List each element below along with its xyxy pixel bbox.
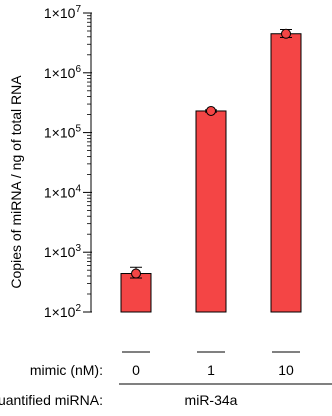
y-tick-label: 1×102 xyxy=(44,303,82,320)
labels-layer: Copies of miRNA / ng of total RNA mimic … xyxy=(0,75,332,408)
data-point xyxy=(131,268,141,279)
category-label: 1 xyxy=(207,362,215,378)
y-tick-label: 1×104 xyxy=(44,183,82,200)
quantified-row-label: Quantified miRNA: xyxy=(0,392,103,408)
bars-layer: 0 1 10 xyxy=(120,28,302,378)
data-point xyxy=(206,105,216,116)
bar xyxy=(270,33,302,313)
mimic-row-label: mimic (nM): xyxy=(30,362,103,378)
data-point xyxy=(281,28,291,39)
y-axis-label: Copies of miRNA / ng of total RNA xyxy=(8,75,24,289)
bar xyxy=(120,273,152,313)
y-axis: 1×102 1×103 1×104 1×105 1×106 1×107 xyxy=(44,4,92,320)
y-tick-label: 1×103 xyxy=(44,243,82,260)
y-tick-label: 1×107 xyxy=(44,4,82,21)
group-label: miR-34a xyxy=(185,392,238,408)
bar xyxy=(195,110,227,313)
y-tick-label: 1×106 xyxy=(44,64,82,81)
category-label: 10 xyxy=(278,362,294,378)
y-tick-label: 1×105 xyxy=(44,124,82,141)
category-label: 0 xyxy=(132,362,140,378)
